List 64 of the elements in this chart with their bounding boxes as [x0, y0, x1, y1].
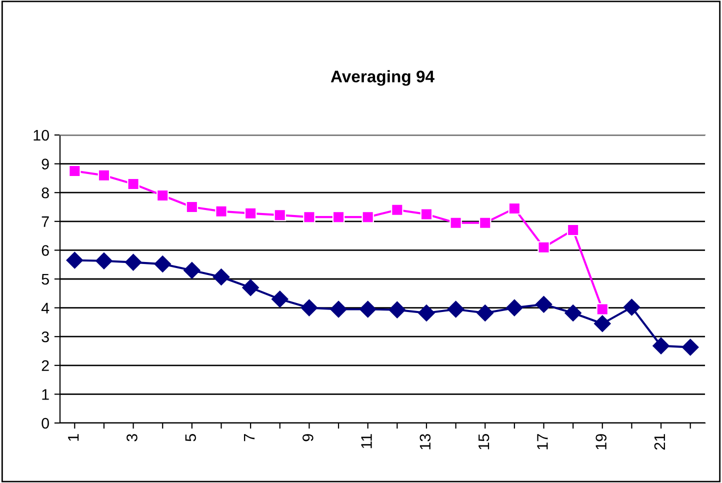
point	[388, 301, 406, 318]
point	[566, 224, 580, 236]
x-tick-label: 21	[654, 434, 665, 450]
point	[300, 299, 318, 316]
x-tick-label: 9	[302, 434, 314, 442]
point	[186, 200, 198, 214]
chart-title: Averaging 94	[330, 70, 434, 86]
point	[682, 338, 699, 356]
point	[594, 315, 611, 332]
point	[68, 164, 81, 178]
y-tick-label: 7	[42, 216, 49, 227]
point	[98, 169, 110, 182]
x-tick-label: 19	[596, 434, 606, 450]
point	[418, 304, 435, 322]
x-tick-label: 17	[537, 434, 548, 450]
point	[184, 262, 200, 279]
point	[535, 296, 552, 313]
y-tick-label: 10	[34, 130, 49, 141]
y-tick-label: 8	[42, 187, 49, 198]
point	[244, 207, 257, 220]
point	[564, 304, 582, 322]
point	[66, 252, 84, 269]
y-tick-label: 1	[42, 389, 49, 400]
point	[332, 210, 345, 224]
x-tick-label: 11	[361, 434, 372, 448]
point	[538, 241, 550, 254]
point	[506, 299, 523, 316]
point	[274, 208, 286, 222]
point	[96, 252, 112, 270]
point	[271, 290, 288, 308]
point	[476, 304, 494, 322]
point	[508, 202, 521, 215]
point	[391, 204, 404, 216]
point	[652, 337, 670, 354]
y-tick-label: 6	[42, 245, 49, 256]
x-tick-label: 1	[68, 434, 79, 441]
x-tick-label: 3	[126, 434, 138, 442]
point	[330, 300, 347, 318]
point	[212, 268, 230, 286]
point	[154, 256, 172, 272]
x-tick-label: 5	[185, 434, 196, 442]
y-tick-label: 5	[42, 274, 49, 285]
point	[450, 216, 462, 229]
y-tick-label: 4	[41, 302, 50, 314]
point	[359, 300, 376, 318]
point	[479, 216, 492, 229]
point	[242, 279, 259, 296]
point	[215, 205, 228, 218]
y-tick-label: 3	[42, 331, 49, 342]
y-tick-label: 9	[42, 158, 49, 170]
point	[420, 208, 433, 220]
x-tick-label: 13	[420, 434, 431, 450]
point	[124, 254, 142, 271]
point	[596, 303, 608, 316]
y-tick-label: 2	[42, 360, 49, 371]
x-tick-label: 7	[244, 434, 255, 442]
point	[623, 298, 640, 316]
point	[303, 210, 316, 224]
point	[362, 210, 374, 224]
y-tick-label: 0	[42, 418, 49, 429]
point	[447, 300, 464, 318]
x-tick-label: 15	[478, 434, 490, 450]
point	[127, 178, 140, 190]
point	[156, 189, 169, 202]
